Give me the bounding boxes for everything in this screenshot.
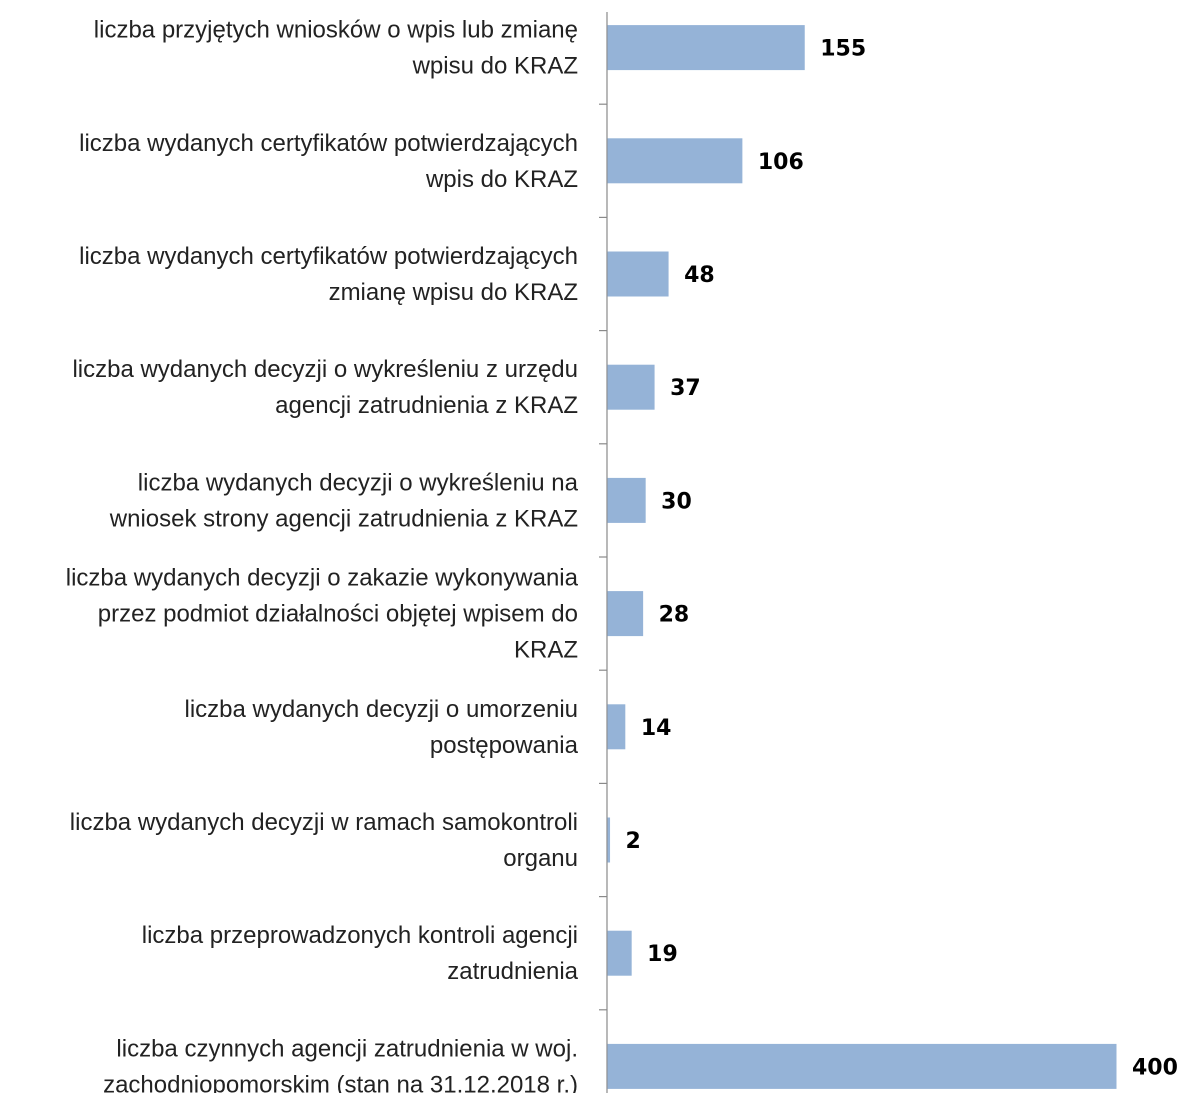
category-label: liczba wydanych decyzji o wykreśleniu z … xyxy=(72,356,578,383)
category-label: agencji zatrudnienia z KRAZ xyxy=(275,392,578,419)
bar xyxy=(607,704,626,750)
value-label: 106 xyxy=(758,150,804,175)
category-label: liczba wydanych certyfikatów potwierdzaj… xyxy=(79,243,578,270)
category-label: liczba wydanych decyzji o umorzeniu xyxy=(184,696,578,723)
bar xyxy=(607,1043,1117,1089)
category-labels: liczba przyjętych wniosków o wpis lub zm… xyxy=(66,17,579,1093)
value-label: 400 xyxy=(1132,1055,1178,1080)
value-label: 30 xyxy=(661,489,692,514)
value-labels: 155 106 48 37 30 28 14 2 19 400 xyxy=(626,37,1178,1081)
value-label: 28 xyxy=(659,603,690,628)
category-label: przez podmiot działalności objętej wpise… xyxy=(98,601,578,628)
bar xyxy=(607,364,655,410)
bar xyxy=(607,138,743,184)
value-label: 14 xyxy=(641,716,672,741)
category-label: organu xyxy=(503,845,578,872)
category-label: liczba wydanych decyzji o wykreśleniu na xyxy=(138,469,579,496)
category-label: KRAZ xyxy=(514,637,578,664)
category-label: wniosek strony agencji zatrudnienia z KR… xyxy=(109,505,578,532)
category-axis xyxy=(599,12,608,1093)
value-label: 2 xyxy=(626,829,641,854)
category-label: wpisu do KRAZ xyxy=(412,53,578,80)
bar xyxy=(607,251,669,297)
bar xyxy=(607,817,611,863)
value-label: 19 xyxy=(647,942,678,967)
bar xyxy=(607,930,632,976)
category-label: postępowania xyxy=(430,732,579,759)
category-label: liczba wydanych decyzji o zakazie wykony… xyxy=(66,565,579,592)
bar xyxy=(607,591,644,637)
category-label: liczba wydanych decyzji w ramach samokon… xyxy=(70,809,578,836)
category-label: zachodniopomorskim (stan na 31.12.2018 r… xyxy=(103,1071,578,1093)
category-label: liczba czynnych agencji zatrudnienia w w… xyxy=(116,1035,578,1062)
category-label: zmianę wpisu do KRAZ xyxy=(329,279,578,306)
category-label: liczba przyjętych wniosków o wpis lub zm… xyxy=(94,17,578,44)
category-label: liczba przeprowadzonych kontroli agencji xyxy=(142,922,578,949)
value-label: 37 xyxy=(670,376,701,401)
category-label: zatrudnienia xyxy=(447,958,578,985)
value-label: 48 xyxy=(684,263,715,288)
bar xyxy=(607,477,646,523)
bar xyxy=(607,25,805,71)
bars xyxy=(607,25,1117,1089)
category-label: wpis do KRAZ xyxy=(425,166,578,193)
category-label: liczba wydanych certyfikatów potwierdzaj… xyxy=(79,130,578,157)
value-label: 155 xyxy=(820,37,866,62)
